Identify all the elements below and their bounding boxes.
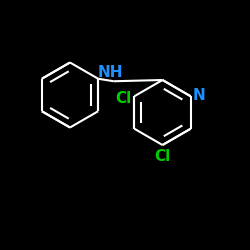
Text: NH: NH — [97, 65, 123, 80]
Text: Cl: Cl — [115, 91, 131, 106]
Text: N: N — [193, 88, 206, 102]
Text: Cl: Cl — [154, 149, 170, 164]
